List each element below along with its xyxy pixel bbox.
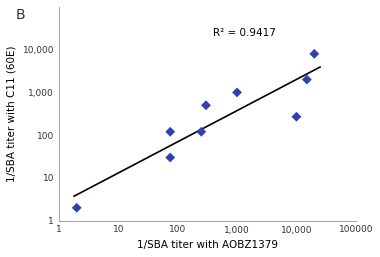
Point [234, 90, 240, 95]
Point [293, 115, 299, 119]
Point [311, 52, 317, 56]
X-axis label: 1/SBA titer with AOBZ1379: 1/SBA titer with AOBZ1379 [137, 240, 278, 250]
Point [198, 130, 204, 134]
Text: R² = 0.9417: R² = 0.9417 [213, 28, 276, 38]
Text: B: B [15, 8, 25, 22]
Point [304, 78, 310, 82]
Point [167, 130, 173, 134]
Point [74, 206, 80, 210]
Point [167, 155, 173, 160]
Point [203, 103, 209, 107]
Y-axis label: 1/SBA titer with C11 (60E): 1/SBA titer with C11 (60E) [7, 45, 17, 182]
